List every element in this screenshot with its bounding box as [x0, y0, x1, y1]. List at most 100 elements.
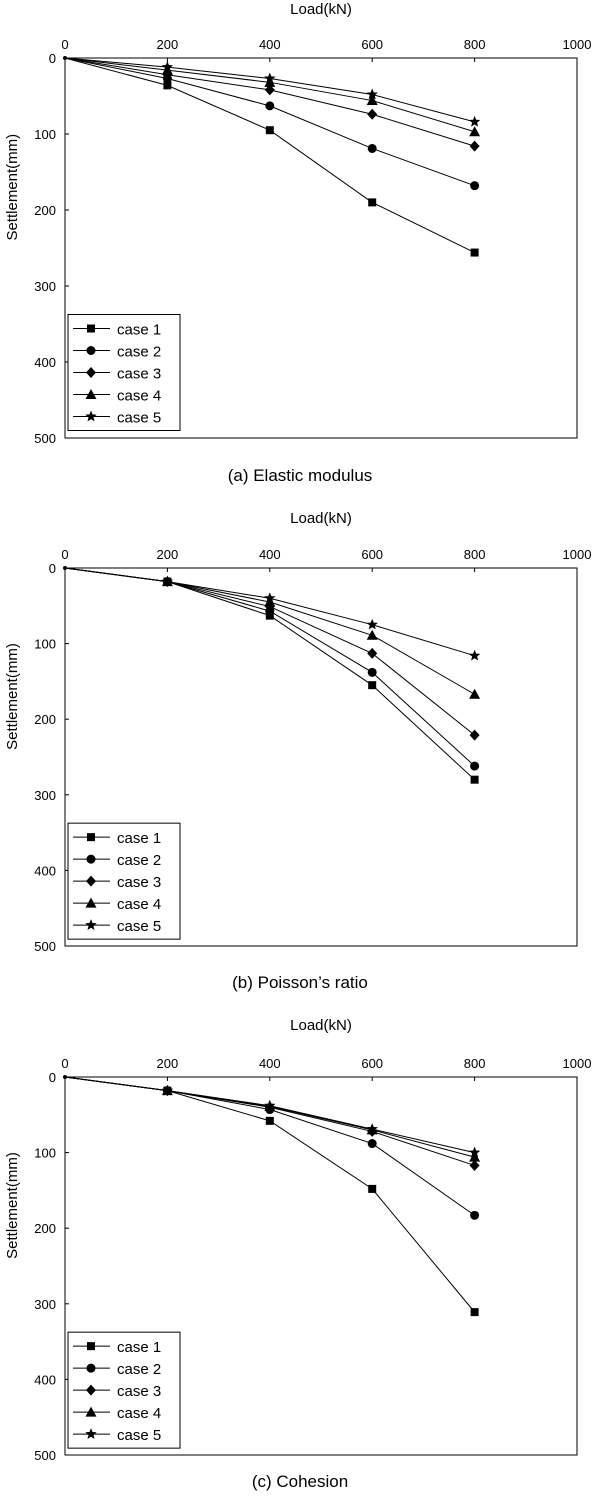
- data-point: [161, 575, 174, 587]
- y-tick-label: 400: [34, 1372, 56, 1387]
- legend-entry: case 4: [73, 896, 161, 913]
- data-point: [264, 84, 275, 96]
- legend: case 1 case 2 case 3 case 4 case 5: [67, 822, 181, 940]
- legend-entry: case 1: [73, 322, 161, 339]
- y-tick-label: 200: [34, 1221, 56, 1236]
- y-tick-label: 0: [49, 51, 56, 66]
- legend-entry: case 4: [73, 1405, 161, 1422]
- y-tick-label: 300: [34, 279, 56, 294]
- legend-entry: case 5: [73, 1427, 161, 1444]
- data-point: [468, 1146, 481, 1158]
- data-point: [264, 72, 276, 84]
- legend: case 1 case 2 case 3 case 4 case 5: [67, 1331, 181, 1449]
- legend-entry: case 1: [73, 1339, 161, 1356]
- chart-panel-2: Load(kN) 0 200 400 600 800 1000 0 100 200 300 400 50…: [4, 510, 591, 992]
- legend-label: case 4: [117, 388, 161, 405]
- legend-marker: [86, 875, 96, 887]
- data-point: [367, 108, 378, 120]
- data-point: [468, 115, 481, 127]
- legend-label: case 5: [117, 410, 161, 427]
- legend-marker: [85, 897, 97, 908]
- legend-label: case 3: [117, 366, 161, 383]
- y-tick-label: 100: [34, 1146, 56, 1161]
- data-point: [366, 618, 378, 630]
- series-5: [64, 57, 481, 127]
- y-tick-label: 400: [34, 863, 56, 878]
- legend-marker: [85, 1406, 97, 1417]
- series-5: [64, 567, 481, 661]
- data-point: [265, 126, 274, 135]
- data-point: [469, 1159, 480, 1171]
- legend-entry: case 2: [73, 1361, 161, 1378]
- y-axis-label: Settlement(mm): [4, 643, 21, 750]
- legend-label: case 2: [117, 852, 161, 869]
- data-point: [368, 198, 377, 207]
- x-tick-label: 0: [61, 1056, 68, 1071]
- legend-entry: case 3: [73, 1383, 161, 1400]
- data-point: [468, 649, 481, 661]
- legend-marker: [87, 1342, 95, 1351]
- plot-frame: [64, 1076, 578, 1456]
- x-tick-label: 400: [259, 37, 281, 52]
- x-axis-label: Load(kN): [290, 1017, 352, 1034]
- data-point: [470, 775, 479, 784]
- data-point: [161, 1084, 174, 1096]
- x-tick-label: 0: [61, 37, 68, 52]
- x-tick-label: 200: [157, 1056, 179, 1071]
- y-tick-label: 400: [34, 355, 56, 370]
- series-line: [64, 567, 475, 695]
- legend-entry: case 5: [73, 410, 161, 427]
- figure-caption: (b) Poisson’s ratio: [232, 973, 368, 992]
- data-point: [469, 126, 481, 137]
- y-tick-label: 200: [34, 712, 56, 727]
- legend-marker: [86, 367, 96, 378]
- x-tick-label: 200: [157, 547, 179, 562]
- legend-marker: [85, 1428, 97, 1439]
- data-point: [161, 61, 174, 72]
- y-tick-label: 500: [34, 1448, 56, 1463]
- x-tick-label: 600: [361, 547, 383, 562]
- series-line: [64, 1076, 475, 1216]
- x-axis-label: Load(kN): [290, 510, 352, 527]
- x-tick-label: 400: [259, 547, 281, 562]
- data-point: [469, 688, 481, 699]
- data-point: [163, 81, 172, 90]
- plot-frame: [64, 567, 578, 947]
- x-tick-label: 600: [361, 1056, 383, 1071]
- legend-label: case 4: [117, 896, 161, 913]
- x-tick-label: 1000: [563, 37, 592, 52]
- legend-marker: [85, 389, 97, 399]
- data-point: [367, 647, 378, 659]
- data-point: [470, 248, 479, 257]
- legend-label: case 2: [117, 344, 161, 361]
- y-tick-label: 100: [34, 637, 56, 652]
- origin-point: [63, 1075, 67, 1079]
- data-point: [368, 681, 377, 690]
- data-point: [367, 143, 377, 153]
- data-point: [469, 729, 480, 741]
- legend-label: case 2: [117, 1361, 161, 1378]
- legend-marker: [86, 346, 96, 355]
- legend-label: case 1: [117, 322, 161, 339]
- legend-marker: [86, 1363, 96, 1373]
- legend-entry: case 3: [73, 366, 161, 383]
- x-tick-label: 1000: [563, 1056, 592, 1071]
- data-point: [368, 1184, 377, 1193]
- series-2: [64, 1076, 480, 1220]
- legend-label: case 3: [117, 874, 161, 891]
- y-axis-label: Settlement(mm): [4, 134, 21, 241]
- data-point: [469, 140, 480, 152]
- data-point: [366, 629, 378, 640]
- data-point: [265, 611, 274, 620]
- legend-entry: case 2: [73, 852, 161, 869]
- legend-label: case 4: [117, 1405, 161, 1422]
- y-tick-label: 100: [34, 127, 56, 142]
- x-tick-label: 800: [464, 37, 486, 52]
- x-tick-label: 800: [464, 547, 486, 562]
- y-tick-label: 500: [34, 431, 56, 446]
- data-point: [366, 95, 378, 106]
- legend-label: case 1: [117, 830, 161, 847]
- data-point: [265, 101, 275, 111]
- legend-marker: [87, 324, 95, 333]
